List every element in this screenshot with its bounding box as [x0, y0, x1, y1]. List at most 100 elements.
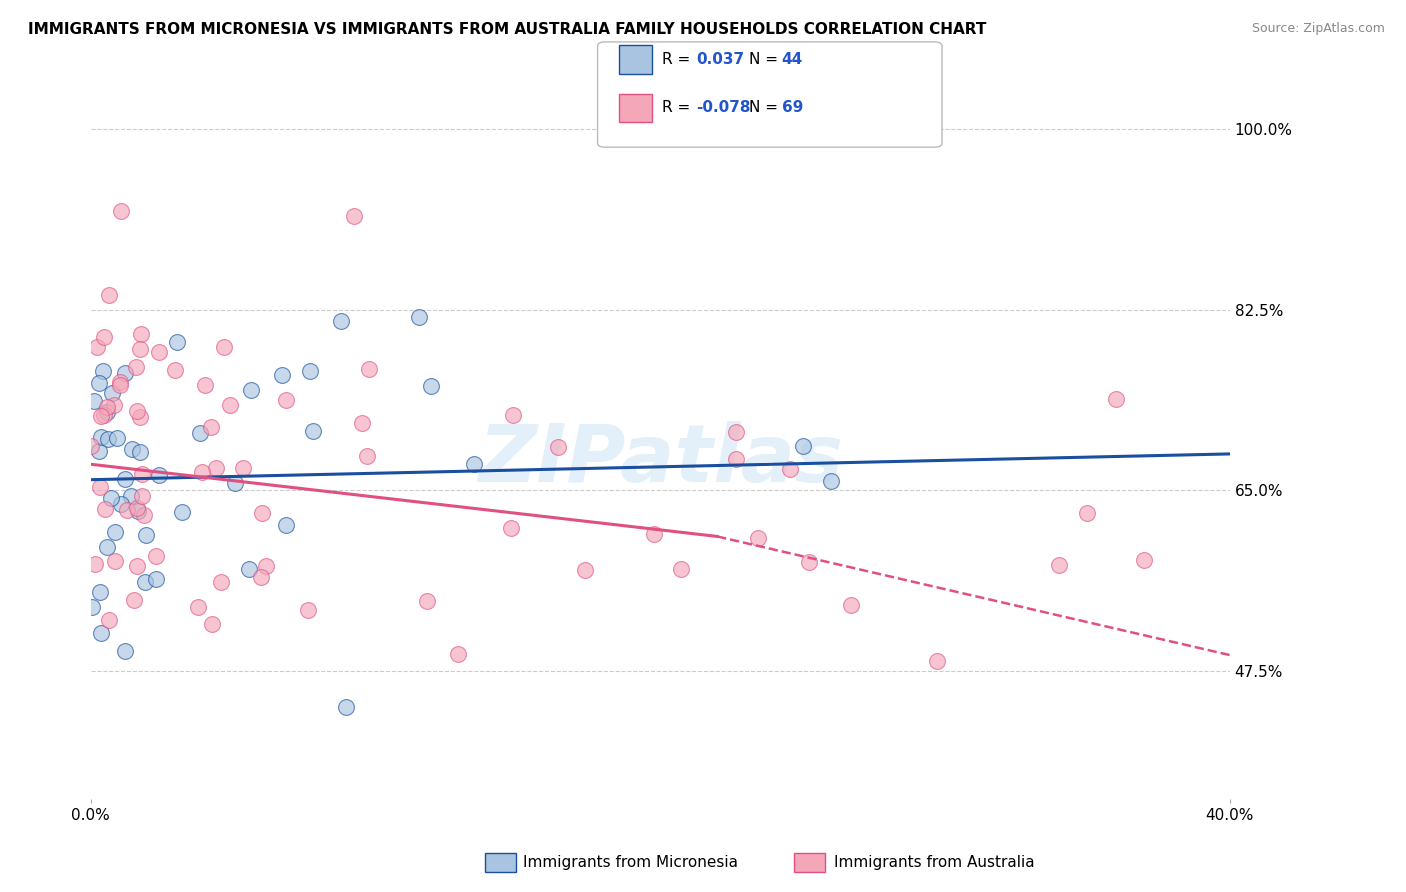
Text: ZIPatlas: ZIPatlas — [478, 421, 842, 500]
Point — [329, 314, 352, 328]
Point — [101, 385, 124, 400]
Point — [127, 403, 149, 417]
Point — [100, 491, 122, 505]
Point — [420, 378, 443, 392]
Point — [416, 594, 439, 608]
Point — [209, 575, 232, 590]
Point — [463, 458, 485, 472]
Point — [145, 549, 167, 563]
Point — [87, 376, 110, 390]
Text: 44: 44 — [782, 53, 803, 67]
Point — [104, 524, 127, 539]
Point — [80, 439, 103, 453]
Point — [93, 330, 115, 344]
Point — [187, 599, 209, 614]
Point — [148, 467, 170, 482]
Point — [104, 554, 127, 568]
Point — [121, 442, 143, 456]
Point — [499, 521, 522, 535]
Text: -0.078: -0.078 — [696, 101, 751, 115]
Point — [254, 558, 277, 573]
Point — [643, 527, 665, 541]
Point — [298, 364, 321, 378]
Point — [502, 408, 524, 422]
Point — [200, 420, 222, 434]
Point — [250, 570, 273, 584]
Point — [94, 501, 117, 516]
Point — [238, 562, 260, 576]
Point — [97, 288, 120, 302]
Point — [170, 505, 193, 519]
Point — [89, 444, 111, 458]
Point — [97, 432, 120, 446]
Point — [1105, 392, 1128, 406]
Point — [110, 203, 132, 218]
Point — [240, 384, 263, 398]
Point — [96, 405, 118, 419]
Point — [120, 490, 142, 504]
Point — [84, 558, 107, 572]
Point — [90, 409, 112, 424]
Point — [1047, 558, 1070, 572]
Point — [191, 465, 214, 479]
Point — [103, 398, 125, 412]
Text: Immigrants from Australia: Immigrants from Australia — [834, 855, 1035, 870]
Point — [128, 342, 150, 356]
Point — [131, 489, 153, 503]
Point — [447, 648, 470, 662]
Point — [669, 562, 692, 576]
Point — [188, 426, 211, 441]
Point — [80, 599, 103, 614]
Point — [270, 368, 292, 382]
Point — [408, 310, 430, 324]
Point — [219, 398, 242, 412]
Point — [214, 340, 236, 354]
Point — [335, 700, 357, 714]
Point — [574, 563, 596, 577]
Point — [129, 445, 152, 459]
Point — [83, 393, 105, 408]
Point — [105, 431, 128, 445]
Point — [127, 504, 149, 518]
Point — [232, 461, 254, 475]
Point — [1133, 553, 1156, 567]
Point — [96, 400, 118, 414]
Text: N =: N = — [749, 53, 783, 67]
Point — [125, 558, 148, 573]
Point — [91, 364, 114, 378]
Point — [110, 498, 132, 512]
Point — [163, 363, 186, 377]
Point — [114, 472, 136, 486]
Point — [724, 452, 747, 467]
Point — [148, 345, 170, 359]
Point — [343, 209, 366, 223]
Point — [201, 616, 224, 631]
Point — [89, 585, 111, 599]
Point — [108, 376, 131, 390]
Text: R =: R = — [662, 53, 696, 67]
Point — [356, 449, 378, 463]
Point — [205, 461, 228, 475]
Point — [792, 439, 814, 453]
Point — [250, 506, 273, 520]
Point — [86, 340, 108, 354]
Point — [131, 467, 153, 481]
Point — [925, 654, 948, 668]
Point — [352, 416, 374, 430]
Text: Immigrants from Micronesia: Immigrants from Micronesia — [523, 855, 738, 870]
Point — [145, 572, 167, 586]
Point — [125, 359, 148, 374]
Point — [96, 540, 118, 554]
Point — [129, 410, 152, 425]
Point — [90, 625, 112, 640]
Point — [132, 508, 155, 523]
Text: R =: R = — [662, 101, 696, 115]
Point — [122, 593, 145, 607]
Point — [276, 392, 298, 407]
Point — [90, 430, 112, 444]
Text: Source: ZipAtlas.com: Source: ZipAtlas.com — [1251, 22, 1385, 36]
Point — [799, 555, 821, 569]
Point — [93, 409, 115, 423]
Text: 0.037: 0.037 — [696, 53, 744, 67]
Point — [135, 528, 157, 542]
